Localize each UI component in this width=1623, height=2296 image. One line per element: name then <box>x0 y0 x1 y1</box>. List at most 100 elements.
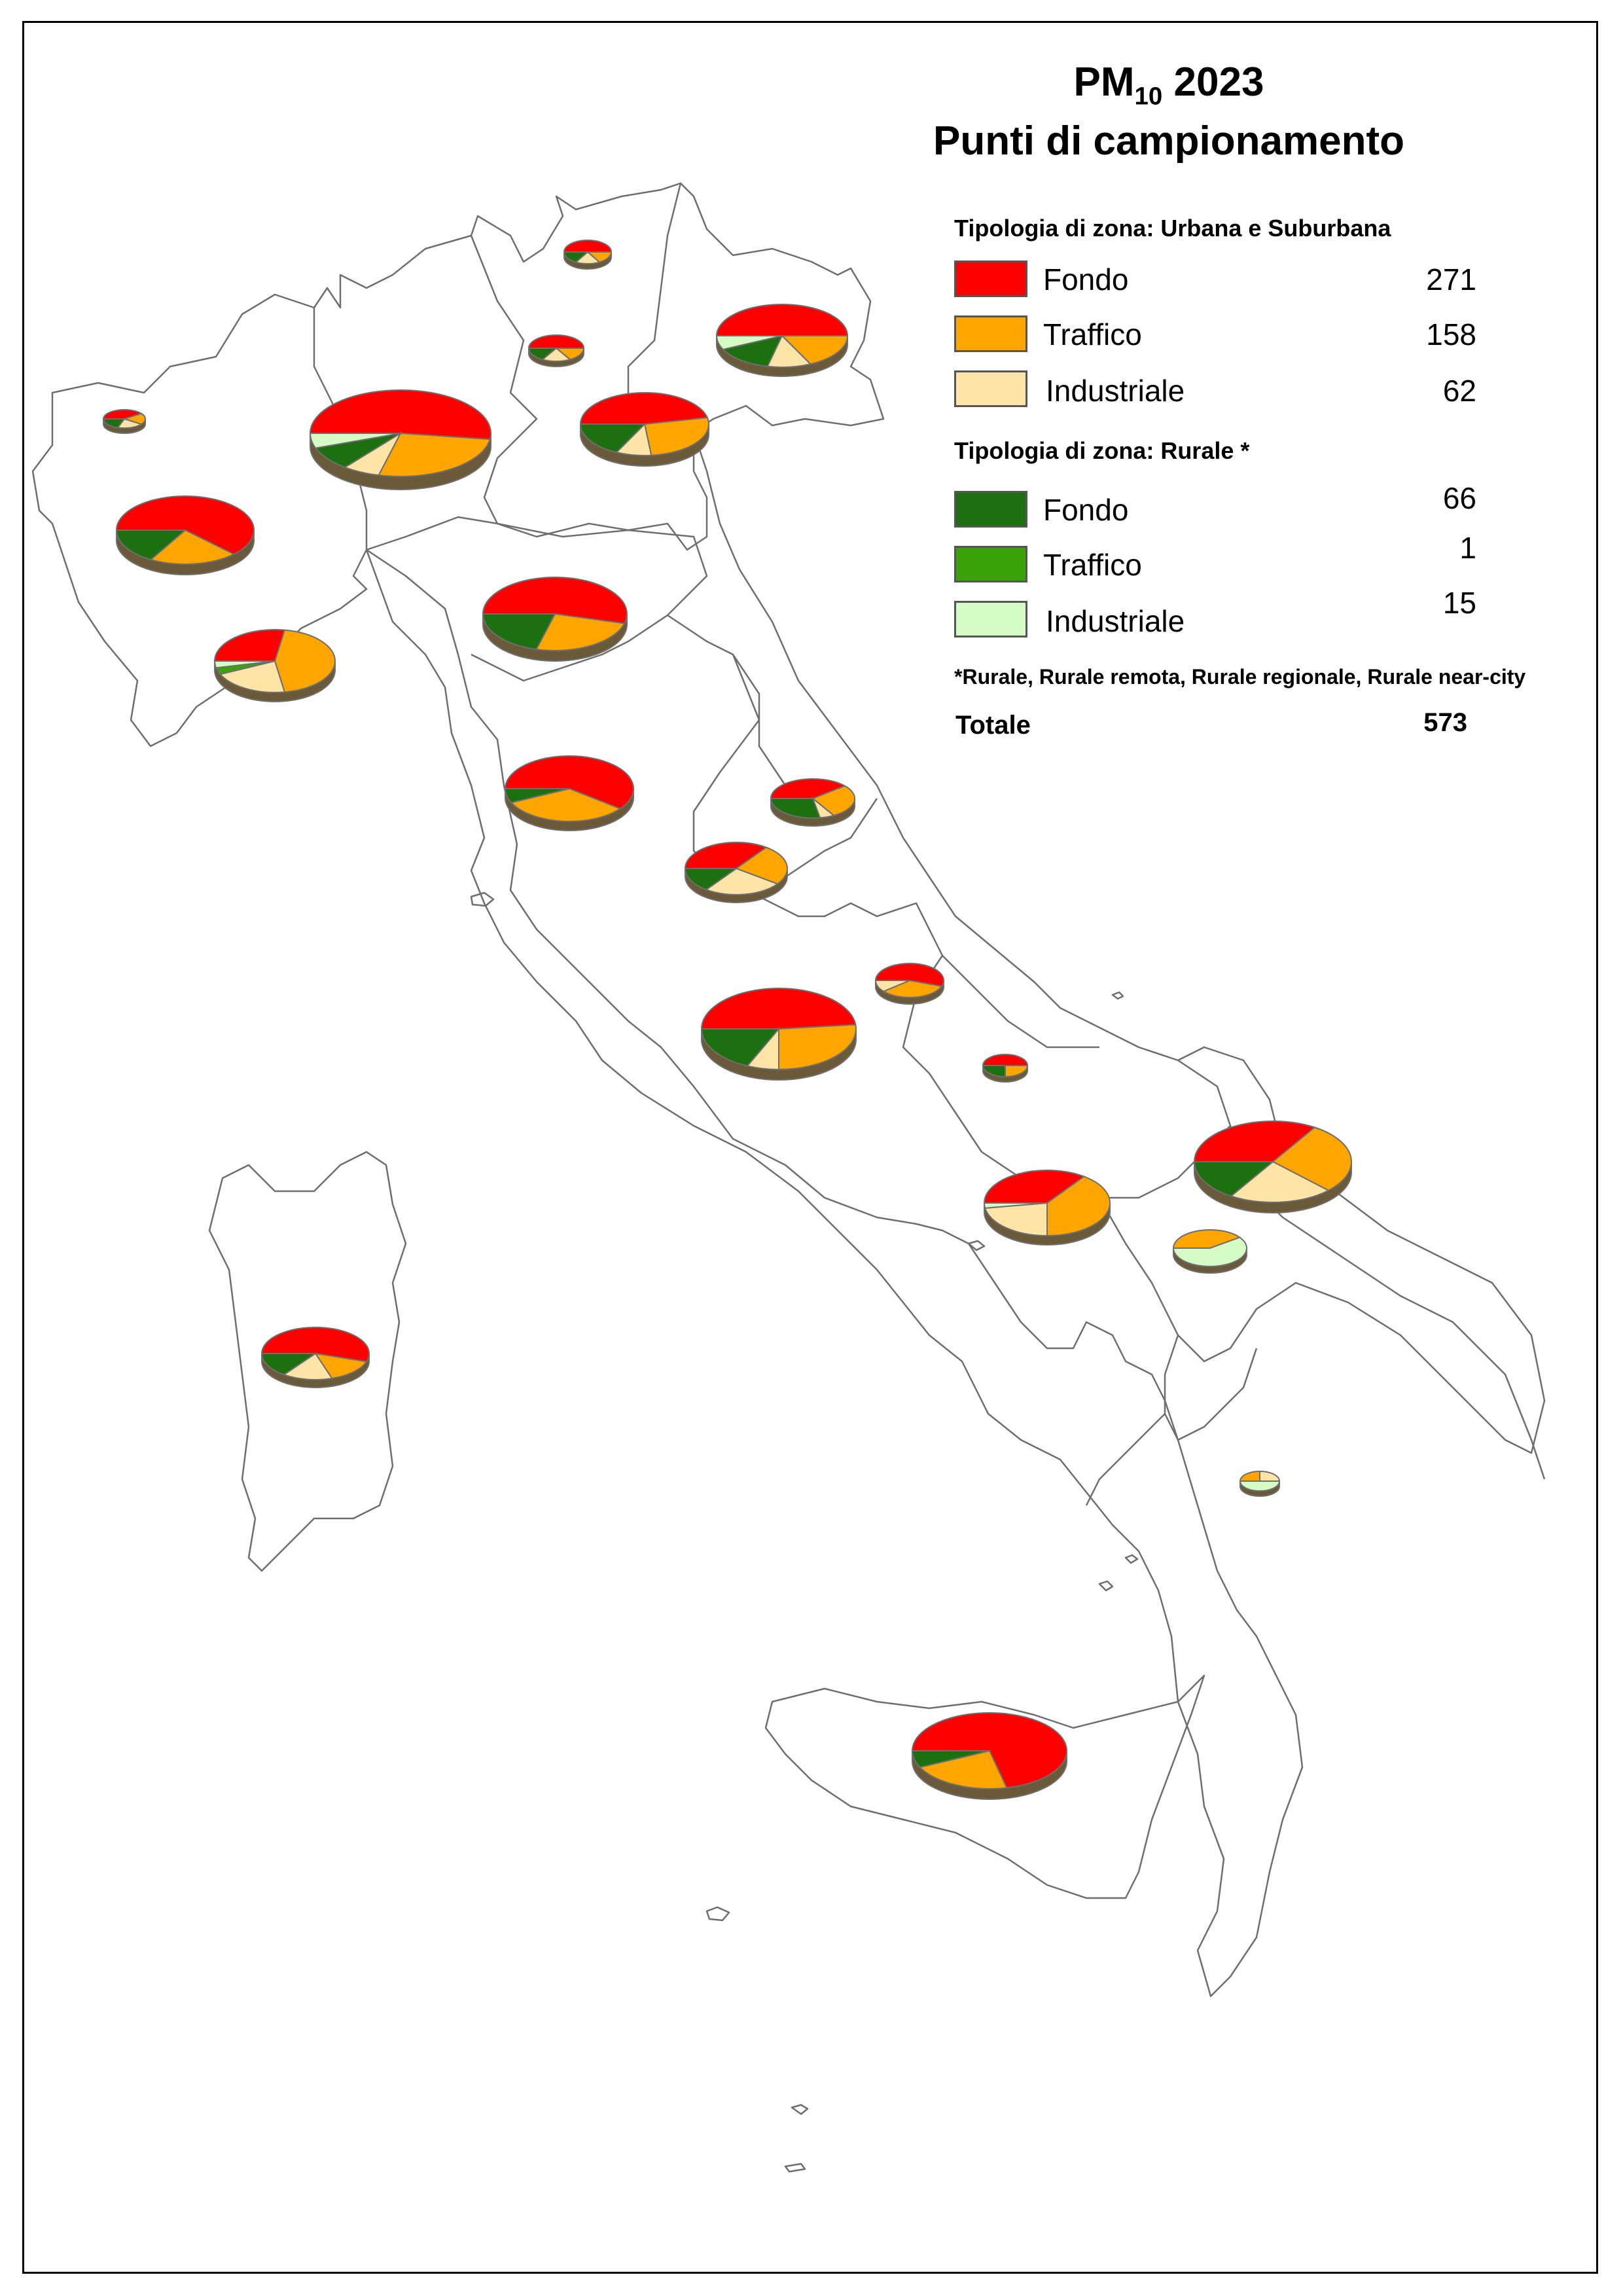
pie-slice <box>684 868 739 891</box>
pie-friuli-venezia-giulia <box>715 304 849 377</box>
pie-slice <box>260 1353 318 1376</box>
pie-slice <box>918 1749 1008 1790</box>
pie-slice <box>527 334 585 349</box>
pie-slice <box>715 304 849 336</box>
pie-slice <box>1193 1161 1275 1197</box>
region-outline-east <box>692 431 1546 1480</box>
pie-slice <box>510 787 622 822</box>
pie-slice <box>149 529 236 565</box>
pie-slice <box>274 629 336 693</box>
pie-liguria <box>213 629 336 702</box>
pie-slice <box>874 980 910 992</box>
pie-slice <box>770 798 821 819</box>
pie-slice <box>812 785 855 817</box>
pie-slice <box>1239 1470 1260 1482</box>
pie-slice <box>983 1202 1048 1209</box>
pie-slice <box>1005 1065 1029 1078</box>
island-capri <box>967 1240 986 1251</box>
pie-piemonte <box>115 495 255 575</box>
pie-valle-d-aosta <box>102 409 146 434</box>
pie-slice <box>115 529 187 561</box>
pie-umbria <box>684 842 788 903</box>
pie-slice <box>780 335 849 365</box>
pie-lazio <box>700 988 857 1081</box>
pie-slice <box>482 577 628 624</box>
pie-slice <box>309 389 491 440</box>
legend-value-rural-industriale: 15 <box>1442 586 1476 620</box>
pie-slice <box>378 432 491 477</box>
legend-label-urban-industriale: Industriale <box>1046 374 1185 408</box>
legend-total-label: Totale <box>955 711 1031 740</box>
pie-basilicata <box>1172 1229 1247 1274</box>
legend-label-rural-industriale: Industriale <box>1046 604 1185 638</box>
island-elba <box>470 891 495 907</box>
pie-layer <box>102 240 1352 1800</box>
legend-value-rural-traffico: 1 <box>1459 531 1476 565</box>
title-pm: PM <box>1073 60 1135 105</box>
pie-slice <box>982 1054 1029 1066</box>
pie-slice <box>715 335 783 350</box>
legend-label-rural-traffico: Traffico <box>1043 548 1142 582</box>
region-outline-puglia <box>1177 1046 1546 1454</box>
legend-total-value: 573 <box>1423 708 1467 737</box>
pie-slice <box>770 778 847 799</box>
pie-slice <box>563 240 613 253</box>
pie-alto-adige <box>563 240 613 270</box>
pie-slice <box>535 613 626 651</box>
legend-value-urban-fondo: 271 <box>1426 262 1476 296</box>
pie-toscana <box>504 755 634 831</box>
pie-slice <box>102 418 126 429</box>
title-pm-subscript: 10 <box>1134 82 1163 111</box>
pie-slice <box>504 788 570 804</box>
pie-campania <box>983 1170 1111 1246</box>
pie-slice <box>115 495 255 555</box>
legend-note: *Rurale, Rurale remota, Rurale regionale… <box>954 665 1526 689</box>
legend-swatch-urban-traffico <box>954 315 1027 352</box>
pie-puglia <box>1193 1121 1352 1213</box>
pie-calabria <box>1239 1470 1281 1497</box>
legend-swatch-rural-traffico <box>954 546 1027 583</box>
pie-slice <box>874 962 944 987</box>
island-tremiti <box>1111 991 1124 1000</box>
legend-value-urban-industriale: 62 <box>1442 374 1476 408</box>
pie-slice <box>734 846 788 885</box>
pie-slice <box>1172 1229 1241 1249</box>
pie-slice <box>309 433 401 449</box>
pie-slice <box>705 867 779 895</box>
pie-slice <box>579 423 647 454</box>
legend-swatch-rural-fondo <box>954 491 1027 528</box>
island-ustica <box>705 1906 730 1922</box>
pie-sardegna <box>260 1327 370 1388</box>
pie-slice <box>766 334 812 368</box>
pie-slice <box>219 660 286 693</box>
pie-slice <box>700 1028 781 1067</box>
pie-slice <box>778 1024 857 1071</box>
pie-slice <box>504 755 634 810</box>
pie-slice <box>684 842 768 869</box>
pie-slice <box>982 1065 1006 1078</box>
pie-slice <box>563 251 590 263</box>
region-outline-peninsula <box>365 548 1304 1998</box>
legend-rural-title: Tipologia di zona: Rurale * <box>954 437 1250 464</box>
pie-trentino <box>527 334 585 367</box>
map-subtitle: Punti di campionamento <box>933 118 1404 164</box>
legend-label-urban-fondo: Fondo <box>1043 262 1129 296</box>
region-outline-north <box>31 182 885 747</box>
pie-slice <box>721 334 783 367</box>
pie-slice <box>527 348 558 361</box>
pie-slice <box>983 1170 1086 1204</box>
pie-sicilia <box>911 1712 1067 1800</box>
pie-slice <box>1230 1160 1330 1203</box>
pie-slice <box>282 1352 334 1380</box>
pie-slice <box>1046 1175 1111 1237</box>
pie-veneto <box>579 392 709 467</box>
pie-abruzzo <box>874 962 944 1005</box>
island-eolie <box>1098 1554 1139 1592</box>
legend-swatch-urban-industriale <box>954 370 1027 407</box>
legend-urban-title: Tipologia di zona: Urbana e Suburbana <box>954 215 1391 242</box>
pie-slice <box>984 1202 1048 1237</box>
pie-slice <box>643 416 709 456</box>
pie-slice <box>213 629 286 662</box>
pie-slice <box>700 988 857 1030</box>
